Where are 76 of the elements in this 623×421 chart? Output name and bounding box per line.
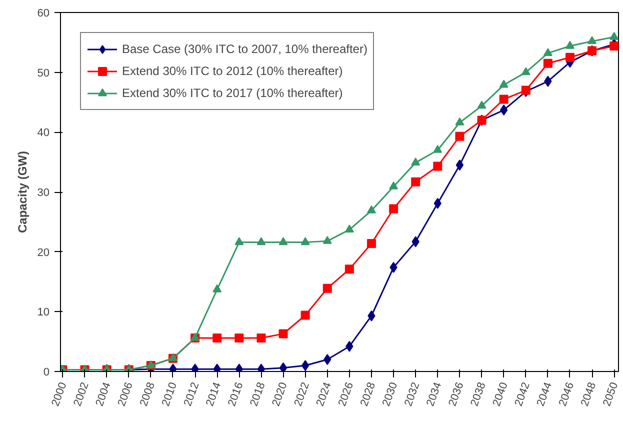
point [300, 237, 310, 246]
point [500, 104, 508, 116]
x-tick-label: 2014 [204, 380, 224, 408]
x-tick-label: 2026 [336, 380, 356, 408]
point [234, 333, 244, 342]
y-tick-label: 20 [37, 246, 50, 259]
point [543, 58, 552, 68]
point [565, 40, 574, 49]
point [477, 100, 486, 109]
x-tick-label: 2016 [226, 380, 246, 408]
point [455, 117, 464, 126]
point [411, 177, 420, 186]
point [610, 32, 618, 40]
x-tick-label: 2012 [182, 380, 202, 408]
y-tick-label: 10 [37, 306, 50, 319]
point [366, 205, 376, 214]
x-tick-label: 2040 [490, 380, 510, 408]
point [212, 333, 222, 342]
point [456, 160, 464, 171]
point [278, 237, 288, 246]
point [322, 284, 332, 293]
point [344, 264, 354, 274]
point [433, 145, 442, 153]
x-tick-label: 2008 [138, 380, 158, 408]
y-tick-label: 30 [37, 187, 50, 199]
point [322, 236, 332, 244]
x-tick-label: 2038 [468, 380, 488, 408]
point [256, 333, 266, 342]
x-tick-label: 2002 [72, 380, 92, 408]
x-tick-label: 2030 [380, 380, 400, 408]
x-tick-label: 2010 [160, 380, 180, 408]
y-tick-label: 60 [37, 8, 50, 20]
x-tick-label: 2034 [424, 380, 444, 408]
x-tick-label: 2006 [116, 380, 136, 408]
x-tick-label: 2032 [402, 380, 422, 408]
point [301, 360, 310, 372]
x-tick-label: 2004 [94, 380, 114, 408]
point [212, 284, 222, 292]
x-tick-label: 2024 [314, 380, 334, 408]
point [278, 329, 288, 338]
x-tick-label: 2050 [601, 380, 621, 408]
point [366, 238, 376, 248]
point [455, 132, 464, 141]
point [610, 42, 618, 51]
x-tick-label: 2048 [578, 380, 599, 408]
x-tick-label: 2028 [358, 380, 378, 408]
point [565, 52, 574, 62]
point [389, 181, 398, 190]
point [521, 67, 530, 76]
x-tick-label: 2036 [446, 380, 466, 408]
point [433, 162, 442, 171]
x-tick-label: 2044 [534, 380, 555, 408]
point [256, 237, 266, 246]
point [234, 237, 244, 246]
x-tick-label: 2022 [292, 380, 312, 408]
point [499, 94, 508, 104]
y-axis-title: Capacity (GW) [15, 150, 30, 234]
y-tick-label: 0 [43, 366, 50, 378]
point [300, 310, 310, 320]
point [543, 48, 552, 56]
point [344, 224, 354, 233]
point [279, 362, 288, 372]
x-tick-label: 2020 [270, 380, 290, 408]
point [389, 204, 398, 214]
x-tick-label: 2000 [50, 380, 70, 408]
y-tick-label: 50 [37, 67, 50, 80]
legend-label: Base Case (30% ITC to 2007, 10% thereafter) [122, 42, 368, 56]
y-tick-label: 40 [37, 127, 50, 140]
legend-label: Extend 30% ITC to 2017 (10% thereafter) [122, 86, 343, 100]
point [499, 80, 508, 88]
x-tick-label: 2046 [556, 380, 577, 408]
point [588, 36, 597, 44]
x-tick-label: 2042 [512, 380, 532, 408]
legend-label: Extend 30% ITC to 2012 (10% thereafter) [122, 64, 343, 78]
point [411, 158, 420, 166]
x-tick-label: 2018 [248, 380, 268, 408]
